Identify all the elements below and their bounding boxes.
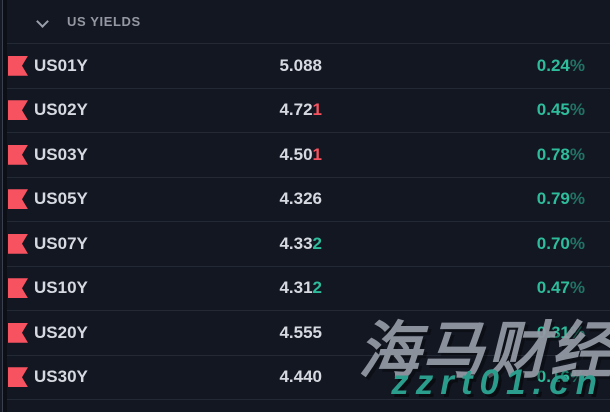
change-percent: 0.24% xyxy=(536,55,585,75)
flag-icon[interactable] xyxy=(8,367,28,388)
symbol-label: US07Y xyxy=(34,233,88,253)
last-value: 4.501 xyxy=(279,144,322,164)
change-percent: 0.31% xyxy=(536,322,585,342)
flag-icon[interactable] xyxy=(8,144,28,165)
change-percent: 0.70% xyxy=(536,233,585,253)
panel-left-border xyxy=(0,0,7,412)
change-percent: 0.78% xyxy=(536,144,585,164)
percent-sign: % xyxy=(569,55,585,75)
percent-sign: % xyxy=(569,278,585,298)
last-value: 4.440 xyxy=(279,367,322,387)
symbol-label: US01Y xyxy=(34,55,88,75)
table-row[interactable]: US10Y 4.312 0.47% xyxy=(0,267,610,311)
table-row[interactable]: US05Y 4.326 0.79% xyxy=(0,178,610,222)
watchlist-rows: US01Y 5.088 0.24% US02Y 4.721 0.45% US03… xyxy=(0,44,610,400)
symbol-label: US10Y xyxy=(34,278,88,298)
flag-icon[interactable] xyxy=(8,233,28,254)
percent-sign: % xyxy=(569,189,585,209)
flag-icon[interactable] xyxy=(8,189,28,210)
last-value: 4.332 xyxy=(279,233,322,253)
last-value: 4.555 xyxy=(279,322,322,342)
table-row[interactable]: US30Y 4.440 0.16% xyxy=(0,356,610,400)
change-percent: 0.79% xyxy=(536,189,585,209)
percent-sign: % xyxy=(569,367,585,387)
percent-sign: % xyxy=(569,100,585,120)
symbol-label: US03Y xyxy=(34,144,88,164)
change-percent: 0.16% xyxy=(536,367,585,387)
symbol-label: US20Y xyxy=(34,322,88,342)
table-row[interactable]: US02Y 4.721 0.45% xyxy=(0,89,610,133)
change-percent: 0.47% xyxy=(536,278,585,298)
table-row[interactable]: US01Y 5.088 0.24% xyxy=(0,44,610,89)
change-percent: 0.45% xyxy=(536,100,585,120)
table-row[interactable]: US20Y 4.555 0.31% xyxy=(0,311,610,356)
percent-sign: % xyxy=(569,322,585,342)
last-value: 5.088 xyxy=(279,55,322,75)
percent-sign: % xyxy=(569,144,585,164)
symbol-label: US02Y xyxy=(34,100,88,120)
flag-icon[interactable] xyxy=(8,100,28,121)
table-row[interactable]: US07Y 4.332 0.70% xyxy=(0,222,610,267)
last-value: 4.326 xyxy=(279,189,322,209)
percent-sign: % xyxy=(569,233,585,253)
chevron-down-icon[interactable] xyxy=(37,16,48,27)
last-value: 4.721 xyxy=(279,100,322,120)
symbol-label: US05Y xyxy=(34,189,88,209)
flag-icon[interactable] xyxy=(8,55,28,76)
flag-icon[interactable] xyxy=(8,278,28,299)
section-title: US YIELDS xyxy=(67,14,141,29)
symbol-label: US30Y xyxy=(34,367,88,387)
table-row[interactable]: US03Y 4.501 0.78% xyxy=(0,133,610,178)
section-header-us-yields[interactable]: US YIELDS xyxy=(0,0,610,44)
last-value: 4.312 xyxy=(279,278,322,298)
flag-icon[interactable] xyxy=(8,322,28,343)
